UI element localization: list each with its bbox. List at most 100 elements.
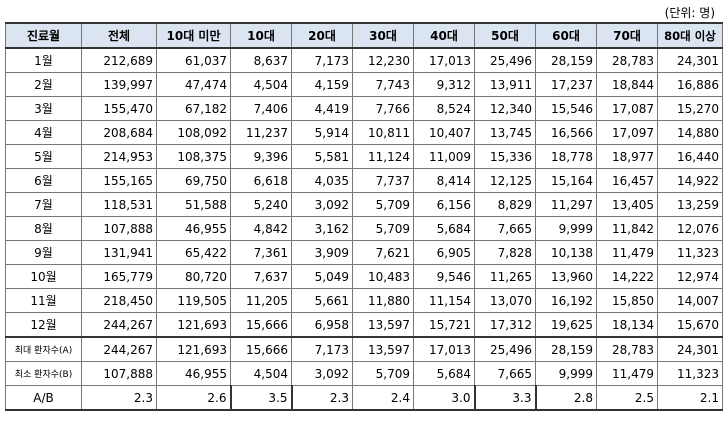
table-cell: 3.0 [413,385,475,411]
table-cell: 2.6 [156,385,231,411]
table-cell: 11,842 [596,216,658,241]
table-cell: 5,684 [413,361,475,386]
table-cell: 11,297 [535,192,597,217]
table-cell: 7,406 [230,96,292,121]
summary-row: 최소 환자수(B) 107,888 46,955 4,504 3,092 5,709 5,6… [5,361,723,386]
table-cell: 13,405 [596,192,658,217]
table-cell: 14,880 [657,120,723,145]
table-cell: 7,173 [291,47,353,73]
table-cell: 28,159 [535,47,597,73]
table-cell: 8,829 [474,192,536,217]
table-cell: 12,340 [474,96,536,121]
table-cell: 121,693 [156,336,231,362]
table-cell: 6,156 [413,192,475,217]
summary-row: 최대 환자수(A) 244,267 121,693 15,666 7,173 13,597… [5,336,723,362]
table-cell: 5,049 [291,264,353,289]
table-cell: 80,720 [156,264,231,289]
table-cell: 17,013 [413,47,475,73]
table-cell: 2.5 [596,385,658,411]
table-cell: 4,842 [230,216,292,241]
table-cell: 6,618 [230,168,292,193]
table-row: 3월 155,470 67,182 7,406 4,419 7,766 8,524 12,34… [5,96,723,121]
table-row: 7월 118,531 51,588 5,240 3,092 5,709 6,156 8,829… [5,192,723,217]
table-cell: 6,958 [291,312,353,338]
header-70s: 70대 [596,22,658,49]
table-cell: 13,745 [474,120,536,145]
table-cell: 16,886 [657,72,723,97]
table-cell: 7,743 [352,72,414,97]
table-cell: 15,336 [474,144,536,169]
header-row: 진료월 전체 10대 미만 10대 20대 30대 40대 50대 60대 70… [5,22,723,49]
header-total: 전체 [81,22,157,49]
table-cell: 25,496 [474,47,536,73]
table-cell: 11,479 [596,361,658,386]
table-cell: 13,960 [535,264,597,289]
table-cell: 2.1 [657,385,723,411]
table-cell: 131,941 [81,240,157,265]
table-cell: 7,637 [230,264,292,289]
header-50s: 50대 [474,22,536,49]
table-cell: 67,182 [156,96,231,121]
header-80plus: 80대 이상 [657,22,723,49]
row-label: A/B [5,385,82,411]
table-cell: 214,953 [81,144,157,169]
table-cell: 15,546 [535,96,597,121]
table-cell: 139,997 [81,72,157,97]
table-cell: 12,076 [657,216,723,241]
table-cell: 3,092 [291,192,353,217]
table-cell: 25,496 [474,336,536,362]
table-cell: 17,087 [596,96,658,121]
table-cell: 15,850 [596,288,658,313]
table-cell: 13,597 [352,312,414,338]
table-cell: 11,124 [352,144,414,169]
table-cell: 119,505 [156,288,231,313]
table-cell: 19,625 [535,312,597,338]
table-cell: 10,483 [352,264,414,289]
table-cell: 3.3 [473,385,537,411]
table-cell: 244,267 [81,312,157,338]
row-label: 3월 [5,96,82,121]
table-cell: 8,524 [413,96,475,121]
table-cell: 24,301 [657,336,723,362]
table-cell: 28,159 [535,336,597,362]
table-cell: 7,173 [291,336,353,362]
table-cell: 12,974 [657,264,723,289]
table-cell: 212,689 [81,47,157,73]
table-cell: 165,779 [81,264,157,289]
table-cell: 2.3 [291,385,353,411]
table-cell: 3,092 [291,361,353,386]
table-cell: 11,154 [413,288,475,313]
row-label: 6월 [5,168,82,193]
table-cell: 107,888 [81,361,157,386]
table-cell: 5,581 [291,144,353,169]
table-row: 8월 107,888 46,955 4,842 3,162 5,709 5,684 7,665… [5,216,723,241]
table-cell: 8,414 [413,168,475,193]
table-cell: 121,693 [156,312,231,338]
table-cell: 10,811 [352,120,414,145]
table-cell: 13,259 [657,192,723,217]
header-60s: 60대 [535,22,597,49]
table-row: 5월 214,953 108,375 9,396 5,581 11,124 11,009 15… [5,144,723,169]
row-label: 9월 [5,240,82,265]
table-cell: 7,766 [352,96,414,121]
table-cell: 46,955 [156,216,231,241]
table-row: 12월 244,267 121,693 15,666 6,958 13,597 15,721… [5,312,723,338]
table-cell: 24,301 [657,47,723,73]
table-cell: 18,977 [596,144,658,169]
table-cell: 3,909 [291,240,353,265]
table-cell: 46,955 [156,361,231,386]
table-cell: 107,888 [81,216,157,241]
summary-row: A/B 2.3 2.6 3.5 2.3 2.4 3.0 3.3 2.8 2.5 2.1 [5,385,723,411]
table-cell: 7,737 [352,168,414,193]
table-cell: 7,665 [474,216,536,241]
table-cell: 5,661 [291,288,353,313]
table-cell: 15,270 [657,96,723,121]
table-cell: 18,844 [596,72,658,97]
row-label: 8월 [5,216,82,241]
table-cell: 10,407 [413,120,475,145]
table-cell: 8,637 [230,47,292,73]
table-cell: 2.3 [81,385,157,411]
table-cell: 7,621 [352,240,414,265]
table-cell: 9,312 [413,72,475,97]
row-label: 1월 [5,47,82,73]
